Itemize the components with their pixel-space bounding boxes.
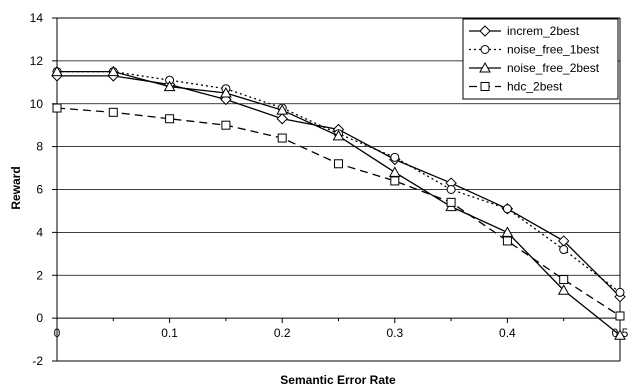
data-point bbox=[615, 287, 625, 297]
x-tick-label: 0 bbox=[54, 326, 61, 340]
y-tick-label: 4 bbox=[36, 225, 43, 239]
data-point bbox=[557, 284, 570, 295]
data-point bbox=[334, 159, 343, 169]
series-increm_2best bbox=[51, 70, 626, 303]
legend: increm_2best noise_free_1best noise_free_2… bbox=[462, 18, 619, 100]
x-tick-label: 0.4 bbox=[499, 326, 516, 340]
data-point bbox=[446, 197, 456, 207]
data-point bbox=[108, 107, 118, 117]
legend-marker bbox=[479, 25, 491, 37]
data-point bbox=[107, 65, 120, 77]
legend-label: noise_free_1best bbox=[507, 43, 600, 57]
data-point bbox=[615, 311, 625, 321]
series-line bbox=[57, 70, 621, 293]
data-point bbox=[446, 185, 456, 194]
data-point bbox=[559, 245, 569, 255]
data-point bbox=[501, 226, 514, 237]
data-point bbox=[221, 120, 231, 130]
data-point bbox=[276, 113, 288, 125]
x-tick-label: 0.1 bbox=[161, 326, 178, 340]
legend-label: hdc_2best bbox=[507, 80, 563, 94]
data-point bbox=[332, 129, 345, 141]
y-tick-label: -2 bbox=[32, 354, 43, 368]
series-hdc_2best bbox=[52, 103, 625, 321]
legend-label: increm_2best bbox=[507, 24, 580, 38]
data-point bbox=[277, 133, 287, 143]
data-point bbox=[163, 80, 176, 92]
series-line bbox=[57, 75, 621, 298]
y-tick-label: 2 bbox=[36, 268, 43, 282]
y-tick-label: 0 bbox=[36, 311, 43, 325]
data-point bbox=[51, 65, 63, 77]
data-point bbox=[390, 176, 400, 186]
data-point bbox=[390, 152, 400, 162]
legend-item: increm_2best bbox=[469, 24, 580, 38]
data-point bbox=[502, 236, 512, 246]
y-tick-label: 12 bbox=[30, 54, 44, 68]
gridlines bbox=[57, 17, 620, 362]
legend-label: noise_free_2best bbox=[507, 61, 600, 75]
x-tick-label: 0.2 bbox=[274, 326, 291, 340]
data-point bbox=[559, 275, 569, 285]
series-group bbox=[51, 65, 626, 340]
data-point bbox=[502, 204, 512, 214]
series-line bbox=[57, 70, 621, 336]
data-point bbox=[614, 329, 626, 340]
x-axis-title: Semantic Error Rate bbox=[280, 373, 396, 387]
y-tick-label: 6 bbox=[36, 183, 43, 197]
series-noise_free_2best bbox=[51, 65, 626, 340]
legend-marker bbox=[479, 61, 491, 73]
data-point bbox=[276, 104, 289, 115]
y-tick-label: 14 bbox=[30, 11, 44, 25]
data-point bbox=[165, 114, 175, 124]
legend-marker bbox=[480, 45, 490, 54]
legend-marker bbox=[480, 82, 490, 91]
data-point bbox=[388, 166, 401, 177]
data-point bbox=[220, 87, 232, 98]
legend-item: hdc_2best bbox=[469, 80, 563, 94]
y-tick-label: 10 bbox=[30, 97, 44, 111]
x-tick-label: 0.3 bbox=[386, 326, 403, 340]
axes bbox=[52, 17, 621, 362]
legend-item: noise_free_1best bbox=[469, 43, 600, 57]
y-tick-label: 8 bbox=[36, 140, 43, 154]
y-axis-title: Reward bbox=[9, 166, 23, 209]
legend-item: noise_free_2best bbox=[469, 61, 600, 75]
data-point bbox=[52, 103, 62, 113]
